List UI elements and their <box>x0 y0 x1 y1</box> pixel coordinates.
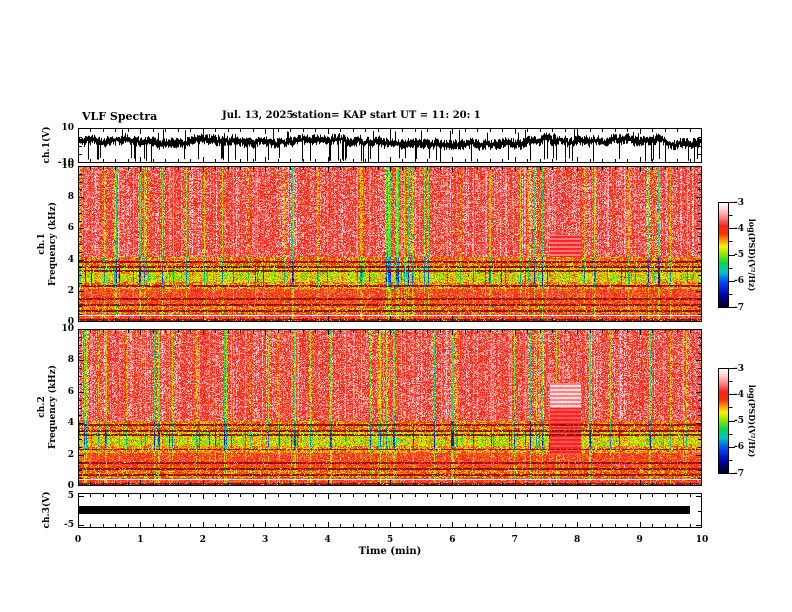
colorbar2-tick-label: -6 <box>734 442 744 452</box>
station-label: station= KAP <box>292 110 367 121</box>
ch2-spec-y-axis-label: ch.2 Frequency (kHz) <box>37 365 59 449</box>
ch2-spectrogram-plot <box>78 329 702 486</box>
date-label: Jul. 13, 2025 <box>222 110 294 121</box>
colorbar1-tick-label: -3 <box>734 198 744 208</box>
ch1-spec-ytick-label: 10 <box>61 161 74 171</box>
colorbar2-tick-label: -3 <box>734 364 744 374</box>
x-tick-label: 1 <box>137 535 144 545</box>
x-tick-label: 8 <box>574 535 581 545</box>
ch1-spectrogram-plot <box>78 166 702 322</box>
figure-title: VLF Spectra <box>82 110 158 123</box>
ch3-ytick-min: -5 <box>64 520 74 530</box>
ch2-spec-channel-label: ch.2 <box>37 396 47 418</box>
ch2-spec-ytick-label: 6 <box>67 387 74 397</box>
x-tick-label: 7 <box>511 535 518 545</box>
colorbar2-tick-label: -7 <box>734 469 744 479</box>
ch1-spec-frequency-label: Frequency (kHz) <box>48 201 58 287</box>
ch1-spec-ytick-label: 6 <box>67 223 74 233</box>
ch2-spec-frequency-label: Frequency (kHz) <box>48 364 58 450</box>
ch1-ytick-max: 10 <box>61 123 74 133</box>
x-axis-label: Time (min) <box>358 546 422 557</box>
ch1-spec-ytick-label: 2 <box>67 286 74 296</box>
colorbar1-tick-label: -6 <box>734 276 744 286</box>
x-tick-label: 10 <box>695 535 709 545</box>
start-ut-label: start UT = 11: 20: 1 <box>370 110 481 121</box>
colorbar1-tick-label: -5 <box>734 250 744 260</box>
x-tick-label: 6 <box>449 535 456 545</box>
x-tick-label: 2 <box>199 535 206 545</box>
ch1-spec-y-axis-label: ch.1 Frequency (kHz) <box>37 202 59 286</box>
ch1-ytick-min: -10 <box>57 158 74 168</box>
ch1-spec-ytick-label: 4 <box>67 255 74 265</box>
x-tick-label: 4 <box>324 535 331 545</box>
ch1-spec-ytick-label: 8 <box>67 192 74 202</box>
ch1-waveform-plot <box>78 128 702 163</box>
ch2-spec-ytick-label: 2 <box>67 450 74 460</box>
x-tick-label: 3 <box>262 535 269 545</box>
colorbar1-tick-label: -7 <box>734 303 744 313</box>
x-tick-label: 9 <box>636 535 643 545</box>
ch2-spec-ytick-label: 8 <box>67 355 74 365</box>
colorbar1-tick-label: -4 <box>734 224 744 234</box>
colorbar-ch2 <box>718 368 748 474</box>
colorbar2-tick-label: -4 <box>734 390 744 400</box>
ch3-ytick-max: 5 <box>67 491 74 501</box>
colorbar2-tick-label: -5 <box>734 416 744 426</box>
ch2-spec-ytick-label: 0 <box>67 481 74 491</box>
ch2-spec-ytick-label: 4 <box>67 418 74 428</box>
ch3-waveform-plot <box>78 493 702 528</box>
ch1-spec-channel-label: ch.1 <box>37 233 47 255</box>
ch1-spec-ytick-label: 0 <box>67 317 74 327</box>
x-tick-label: 0 <box>74 535 82 545</box>
colorbar-ch1 <box>718 202 748 308</box>
x-tick-label: 5 <box>386 535 394 545</box>
ch2-spec-ytick-label: 10 <box>61 324 74 334</box>
